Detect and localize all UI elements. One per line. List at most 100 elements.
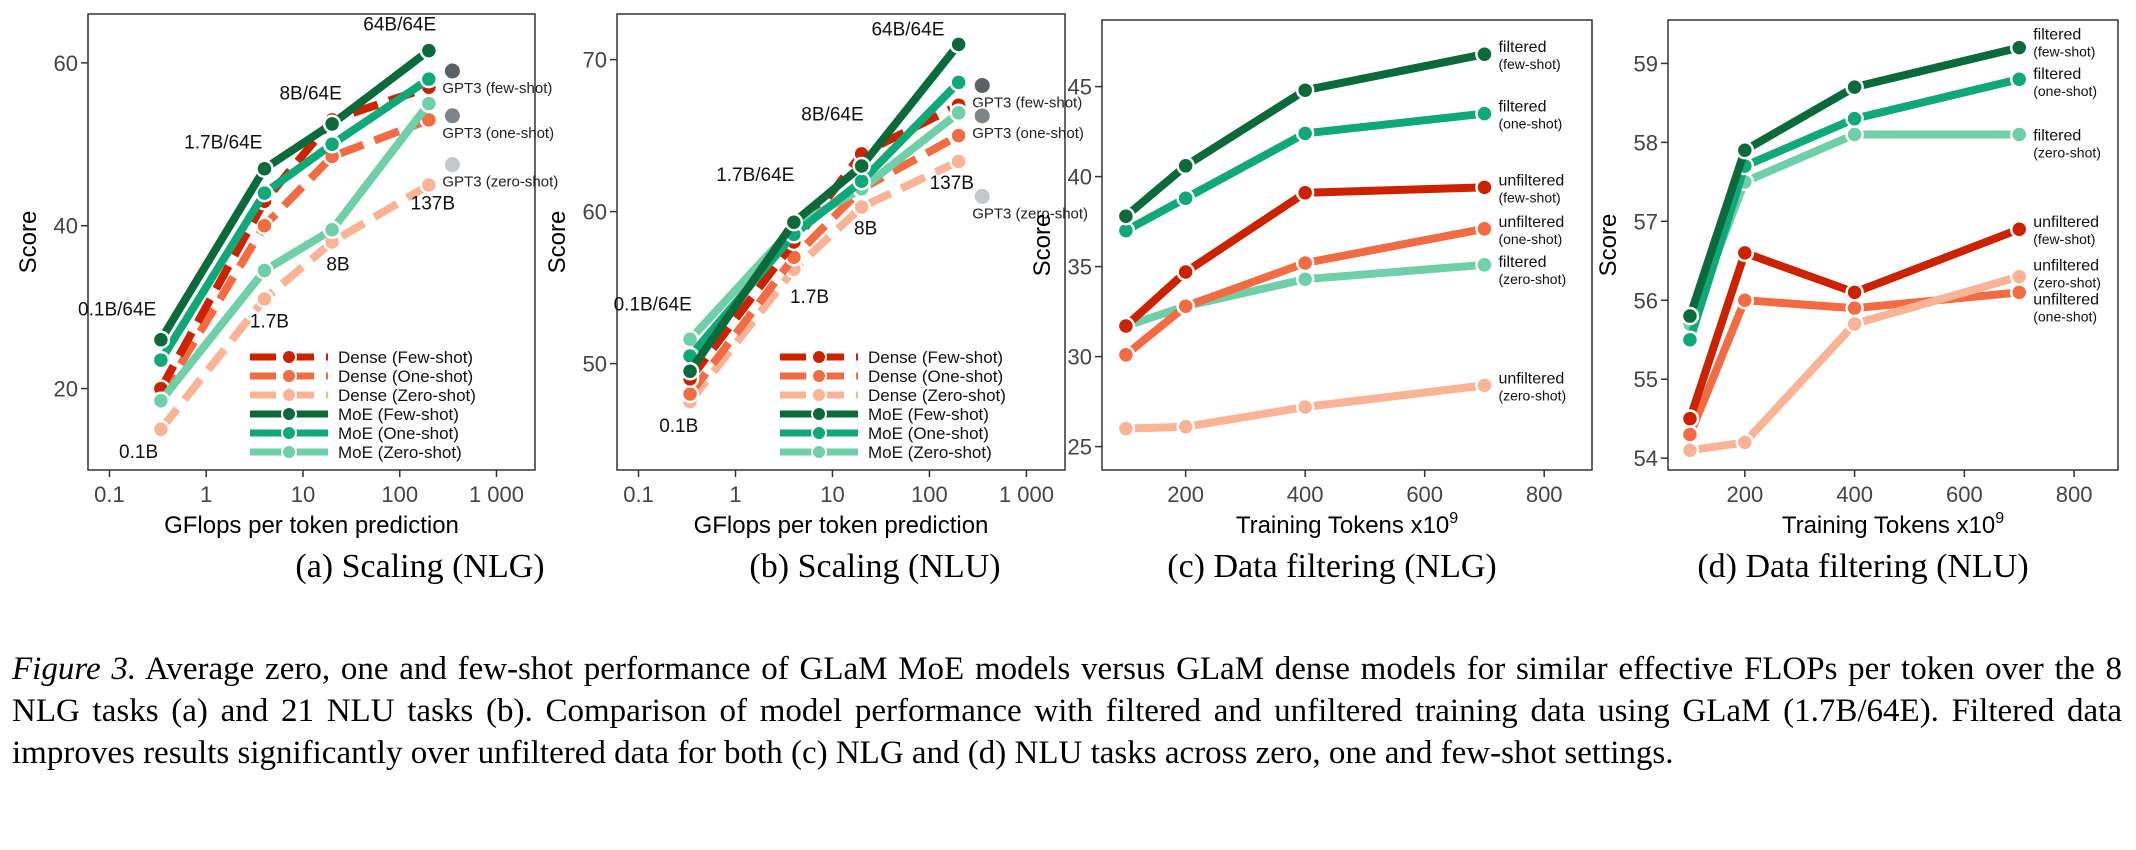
data-point <box>1680 441 1700 460</box>
legend-label-0: Dense (Few-shot) <box>338 348 473 367</box>
data-point <box>1735 243 1755 263</box>
point-annotation: 137B <box>930 173 974 194</box>
plot-frame <box>616 13 1066 471</box>
data-point <box>1176 296 1195 316</box>
series-line-2 <box>157 181 431 432</box>
series-end-sublabel: (one-shot) <box>1498 231 1562 247</box>
point-annotation: 1.7B <box>250 312 289 333</box>
data-point <box>419 94 439 113</box>
y-tick-label: 25 <box>1068 435 1092 460</box>
legend-label-1: Dense (One-shot) <box>868 367 1003 386</box>
data-point <box>255 159 274 178</box>
data-point <box>1475 376 1494 395</box>
point-annotation: 8B <box>326 255 349 276</box>
series-end-label: unfiltered <box>1498 214 1564 231</box>
data-point <box>2009 219 2029 239</box>
series-line-2 <box>1123 183 1485 329</box>
data-point <box>2009 38 2029 57</box>
x-tick-label: 100 <box>381 482 418 507</box>
data-point <box>322 135 342 154</box>
gpt3-label: GPT3 (zero-shot) <box>972 205 1088 222</box>
legend-marker-4 <box>811 425 827 441</box>
gpt3-point <box>972 186 992 206</box>
legend-marker-2 <box>811 387 827 403</box>
data-point <box>151 420 171 439</box>
series-line-3 <box>1123 224 1486 358</box>
legend-marker-5 <box>811 444 827 460</box>
legend-label-3: MoE (Few-shot) <box>868 405 989 424</box>
data-point <box>1295 269 1315 289</box>
series-end-sublabel: (few-shot) <box>1498 56 1560 72</box>
data-point <box>1475 44 1494 64</box>
y-axis-label: Score <box>544 211 571 274</box>
data-point <box>322 220 342 240</box>
series-end-label: unfiltered <box>2033 214 2099 231</box>
gpt3-point <box>442 155 462 175</box>
gpt3-point <box>442 61 462 81</box>
point-annotation: 0.1B/64E <box>78 299 156 320</box>
x-axis-label: Training Tokens x109 <box>1236 510 1458 539</box>
x-tick-label: 800 <box>2056 482 2093 507</box>
data-point <box>1295 183 1315 203</box>
x-tick-label: 0.1 <box>94 482 125 507</box>
data-point <box>255 216 274 235</box>
x-axis-label: GFlops per token prediction <box>694 512 989 539</box>
figure-caption-text: Average zero, one and few-shot performan… <box>12 651 2123 771</box>
series-end-label: filtered <box>1498 254 1546 271</box>
series-line-5 <box>157 101 433 404</box>
gpt3-label: GPT3 (one-shot) <box>442 125 554 142</box>
data-point <box>680 361 700 381</box>
panel-b-scaling-nlu: 0.1 1 10 100 1 000 50 60 70 GFlops per token pre… <box>544 13 1088 539</box>
data-point <box>1845 283 1864 302</box>
data-point <box>949 126 968 145</box>
data-point <box>255 289 274 309</box>
gpt3-point <box>972 75 992 95</box>
x-axis-label-exponent: 9 <box>1449 510 1458 527</box>
data-point <box>1176 262 1195 282</box>
x-tick-label: 400 <box>1836 482 1873 507</box>
data-point <box>2009 69 2029 89</box>
y-tick-label: 35 <box>1068 255 1092 280</box>
y-tick-label: 54 <box>1634 446 1658 471</box>
data-point <box>1680 306 1700 326</box>
data-point <box>1176 188 1195 208</box>
y-axis-label: Score <box>1029 214 1056 277</box>
gpt3-label: GPT3 (one-shot) <box>972 125 1084 142</box>
series-line-4 <box>1124 260 1485 330</box>
series-end-label: filtered <box>2033 27 2081 44</box>
data-point <box>1475 178 1494 197</box>
y-tick-label: 30 <box>1068 345 1092 370</box>
point-annotation: 1.7B <box>790 287 829 308</box>
subcaption-d: (d) Data filtering (NLU) <box>1697 548 2029 585</box>
series-line-0 <box>686 101 961 382</box>
series-end-label: filtered <box>1498 39 1546 56</box>
series-line-0 <box>1686 43 2021 318</box>
series-end-sublabel: (one-shot) <box>2033 308 2097 324</box>
data-point <box>1295 124 1315 143</box>
series-end-sublabel: (zero-shot) <box>1498 271 1566 287</box>
data-point <box>1680 330 1700 349</box>
data-point <box>1295 80 1315 100</box>
panel-c-data-filtering-nlg: 200 400 600 800 25 30 35 40 45 Training Tokens x1… <box>1029 19 1593 539</box>
series-line-3 <box>686 41 962 374</box>
y-tick-label: 50 <box>583 352 607 377</box>
data-point <box>1845 125 1864 144</box>
point-annotation: 8B/64E <box>279 84 341 105</box>
x-tick-label: 200 <box>1167 482 1204 507</box>
series-end-label: filtered <box>2033 66 2081 83</box>
y-tick-label: 20 <box>54 377 78 402</box>
point-annotation: 137B <box>411 193 455 214</box>
gpt3-label: GPT3 (few-shot) <box>442 80 552 97</box>
series-end-label: filtered <box>2033 127 2081 144</box>
series-line-1 <box>157 116 431 399</box>
data-point <box>151 391 171 411</box>
gpt3-label: GPT3 (few-shot) <box>972 94 1082 111</box>
series-line-0 <box>1123 50 1486 220</box>
point-annotation: 64B/64E <box>871 19 944 40</box>
series-line-4 <box>157 75 432 363</box>
data-point <box>1116 316 1136 336</box>
series-line-3 <box>157 47 432 342</box>
series-line-1 <box>686 132 961 397</box>
x-tick-label: 10 <box>291 482 315 507</box>
y-tick-label: 59 <box>1634 51 1658 76</box>
